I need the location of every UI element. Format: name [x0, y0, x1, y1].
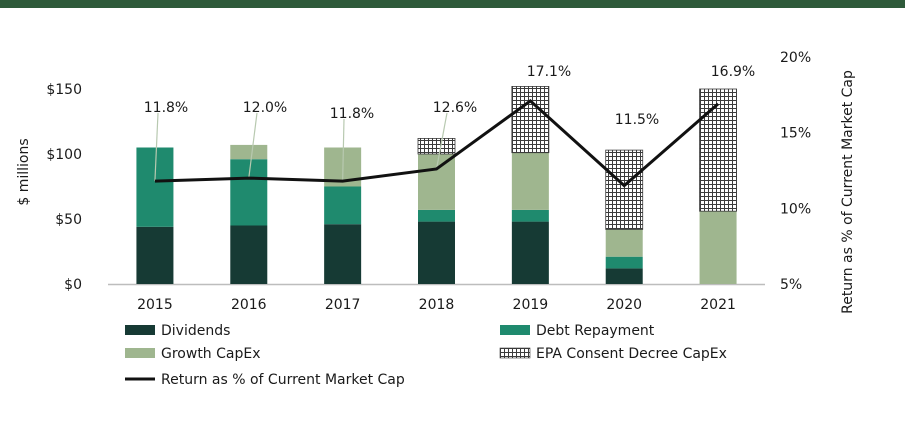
bar-dividends — [418, 221, 455, 284]
legend-swatch-epa — [499, 347, 531, 359]
y2-tick-label: 5% — [780, 277, 802, 293]
bar-debt_repayment — [136, 147, 174, 227]
y2-tick-label: 20% — [780, 50, 811, 66]
x-tick-label: 2015 — [137, 297, 173, 313]
y2-axis-title: Return as % of Current Market Cap — [840, 70, 856, 314]
legend-label: Debt Repayment — [536, 323, 655, 339]
bar-growth_capex — [511, 152, 549, 210]
bar-growth_capex — [605, 229, 643, 257]
bar-debt_repayment — [418, 209, 455, 222]
top-accent-bar — [0, 0, 905, 8]
label-leader-line — [154, 112, 159, 182]
bar-debt_repayment — [605, 256, 643, 269]
data-label: 16.9% — [711, 64, 755, 80]
bar-debt_repayment — [511, 209, 549, 222]
bar-debt_repayment — [324, 186, 362, 225]
x-tick-label: 2021 — [700, 297, 736, 313]
x-tick-label: 2020 — [606, 297, 642, 313]
legend-swatch-growth_capex — [125, 348, 155, 358]
x-tick-label: 2016 — [231, 297, 267, 313]
label-leader-line — [435, 112, 448, 170]
bar-growth_capex — [230, 144, 268, 160]
bar-epa — [417, 137, 456, 155]
data-label: 11.8% — [330, 106, 374, 122]
bar-epa — [511, 86, 550, 154]
legend-label: Growth CapEx — [161, 346, 261, 362]
y-tick-label: $100 — [46, 147, 82, 163]
data-label: 11.8% — [144, 100, 188, 116]
legend-label: Return as % of Current Market Cap — [161, 372, 405, 388]
x-tick-label: 2019 — [513, 297, 549, 313]
legend-swatch-dividends — [125, 325, 155, 335]
legend-label: EPA Consent Decree CapEx — [536, 346, 727, 362]
bar-epa — [699, 88, 737, 212]
data-label: 12.0% — [243, 100, 287, 116]
legend-swatch-debt_repayment — [500, 325, 530, 335]
y-tick-label: $0 — [64, 277, 82, 293]
legend-label: Dividends — [161, 323, 230, 339]
y2-tick-label: 15% — [780, 126, 811, 142]
bar-dividends — [324, 224, 362, 284]
y2-tick-label: 10% — [780, 201, 811, 217]
label-leader-line — [248, 112, 258, 179]
y-axis-title: $ millions — [16, 138, 32, 205]
x-tick-label: 2018 — [419, 297, 455, 313]
x-tick-label: 2017 — [325, 297, 361, 313]
bar-epa — [605, 149, 644, 230]
return-line — [154, 98, 720, 188]
y-tick-label: $150 — [46, 82, 82, 98]
label-leader-line — [342, 118, 345, 182]
bar-dividends — [230, 225, 268, 284]
bar-dividends — [605, 268, 643, 284]
bar-dividends — [511, 221, 549, 284]
data-label: 12.6% — [433, 100, 477, 116]
data-label: 11.5% — [615, 112, 659, 128]
data-label: 17.1% — [527, 64, 571, 80]
y-tick-label: $50 — [55, 212, 82, 228]
bar-growth_capex — [418, 154, 455, 210]
bar-debt_repayment — [230, 159, 268, 226]
bar-growth_capex — [699, 211, 737, 284]
bar-dividends — [136, 226, 174, 284]
